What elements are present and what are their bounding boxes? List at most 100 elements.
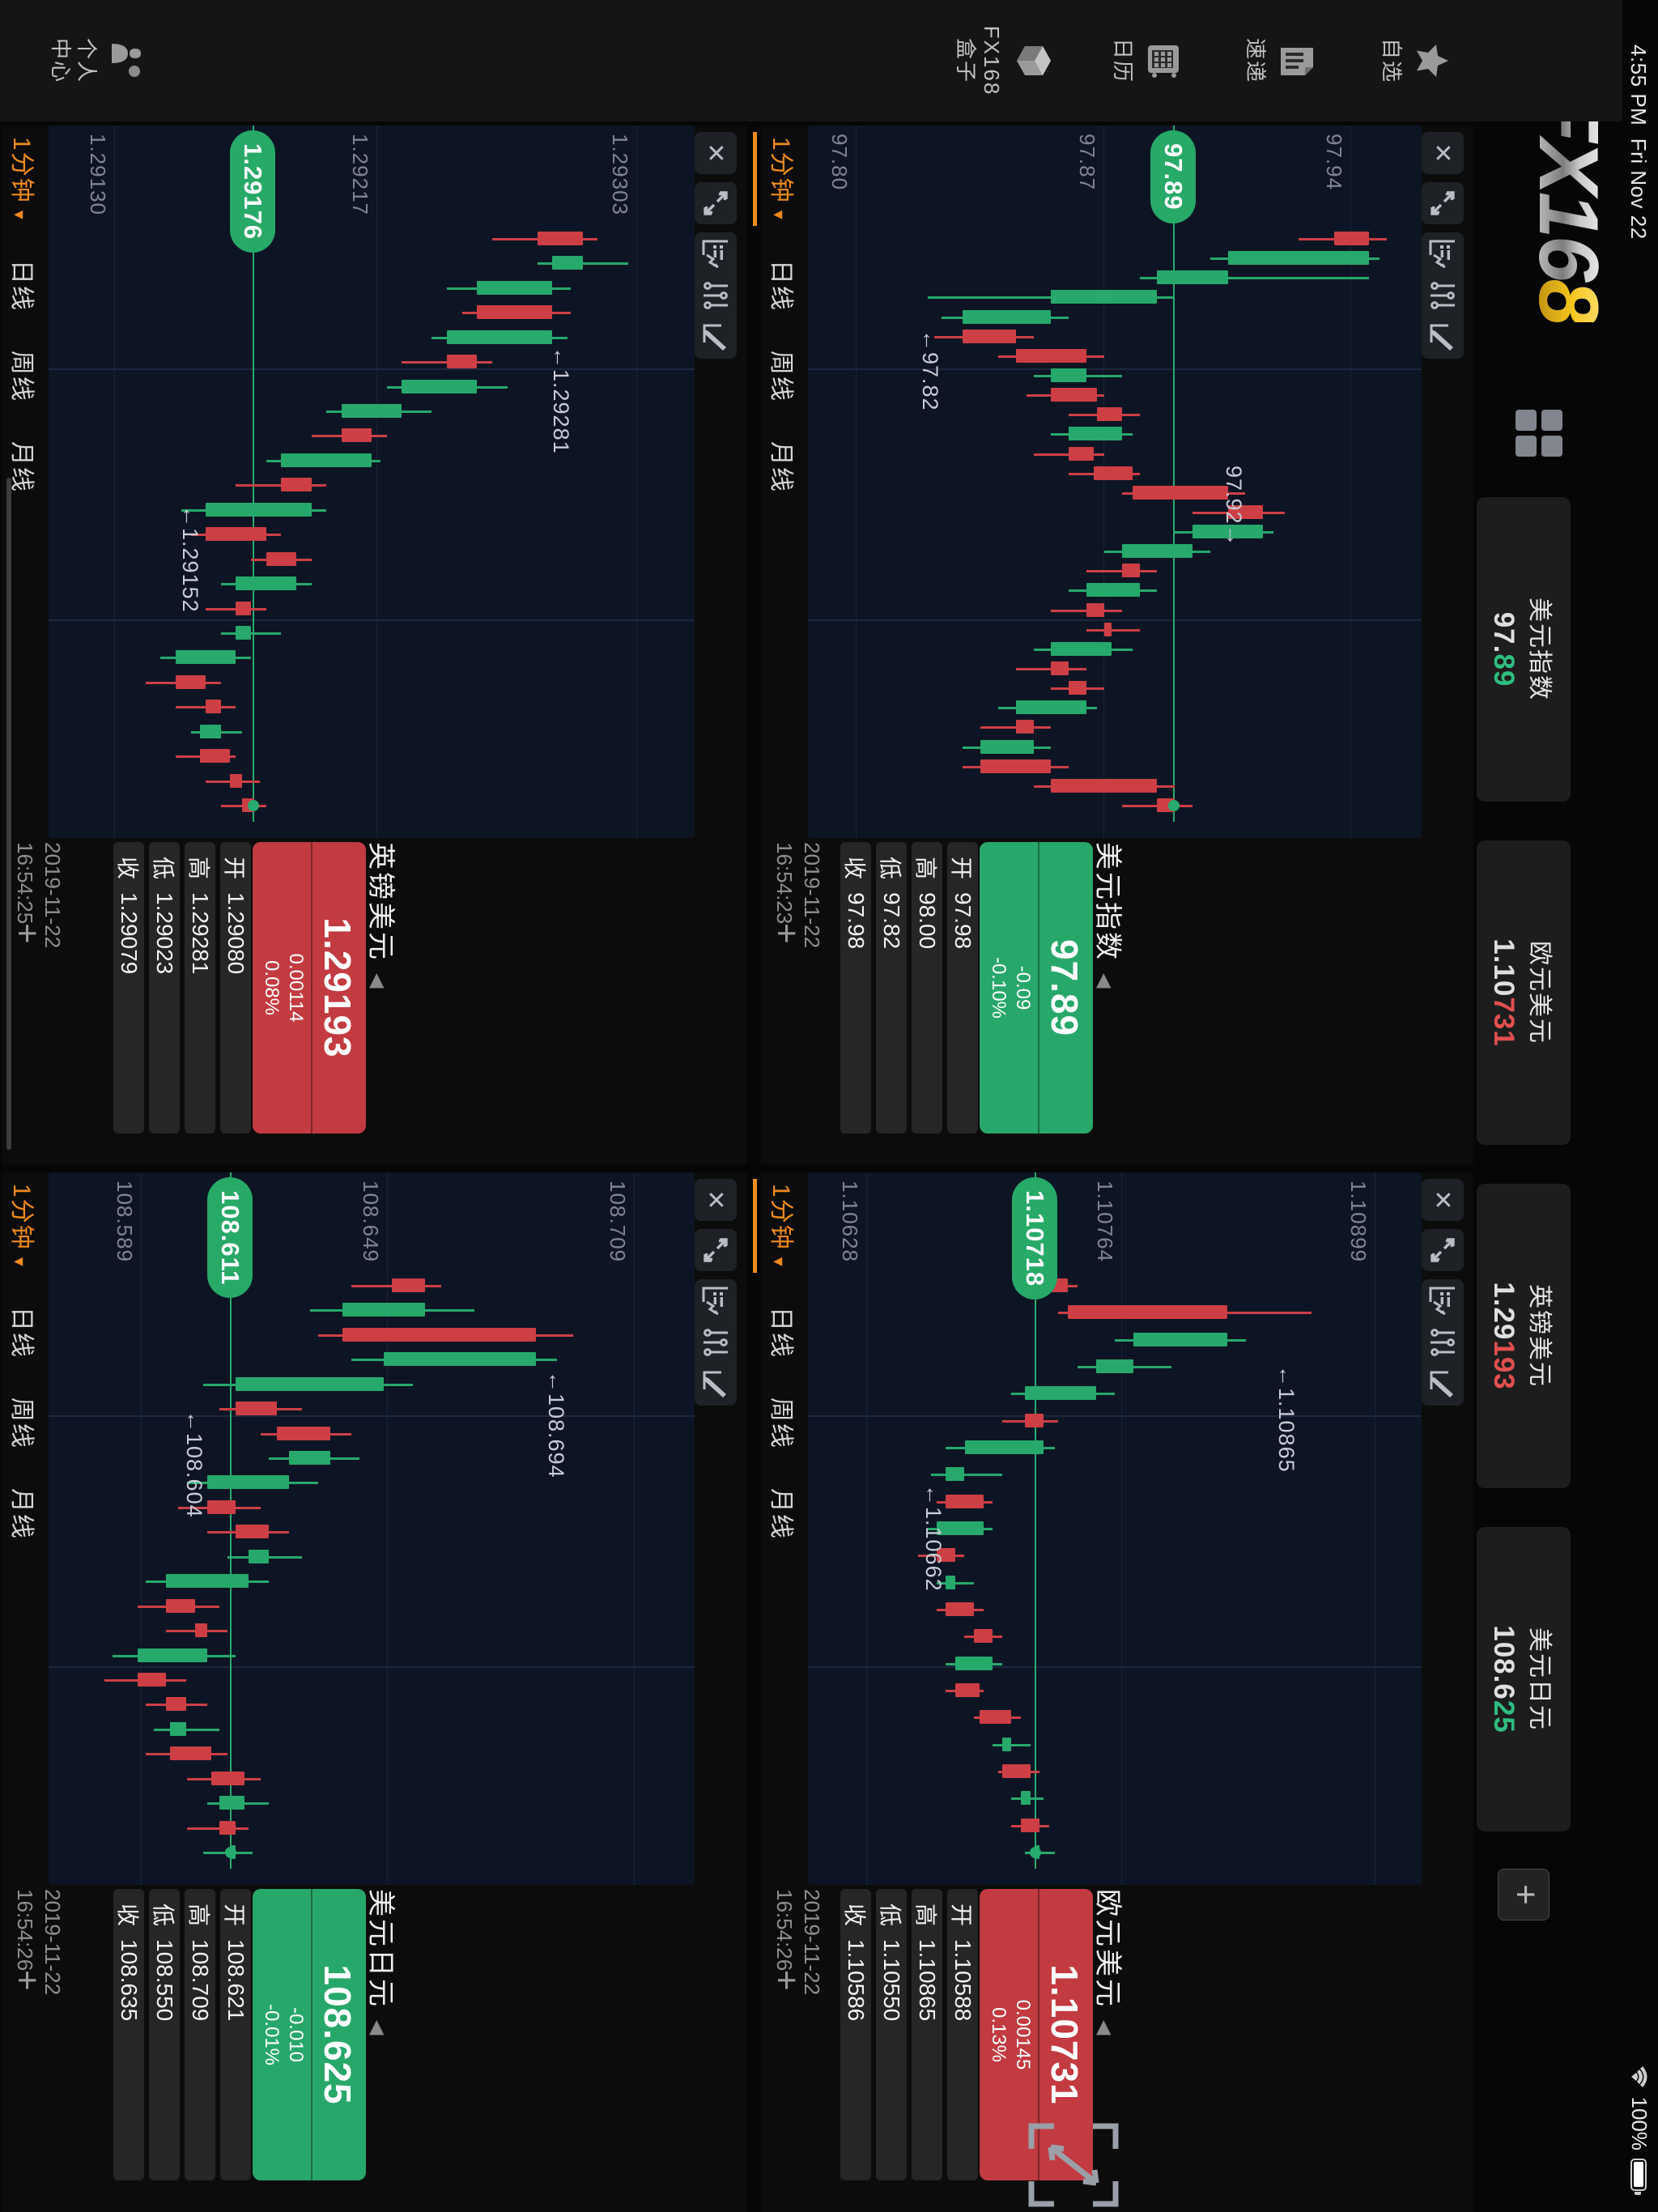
quote-timestamp: 2019-11-22 16:54:26 [13, 1889, 65, 1996]
candle [1051, 778, 1158, 793]
candle [219, 1820, 236, 1835]
panel-title[interactable]: 欧元美元◀ [1092, 1889, 1123, 2038]
period-tab-周线[interactable]: 周线 [767, 350, 794, 402]
indicator-icon[interactable] [1422, 1279, 1464, 1321]
candle [1121, 564, 1140, 578]
quote-value: 1.10550 [879, 1939, 904, 2022]
close-icon[interactable]: ✕ [695, 1179, 737, 1221]
tab-price: 108.625 [1488, 1625, 1520, 1733]
price-axis-label: 1.29130 [86, 134, 111, 215]
candle [1051, 368, 1087, 382]
sidebar-item-3[interactable]: 日历 [1110, 0, 1182, 121]
instrument-tab-3[interactable]: 英镑美元 1.29193 [1477, 1184, 1571, 1488]
candle [1051, 661, 1069, 676]
period-tab-1分钟[interactable]: 1分钟 ▾ [2, 1182, 47, 1270]
battery-percent: 100% [1627, 2096, 1652, 2151]
candlestick-chart[interactable]: 97.94 97.87 97.80 ←97.82 97.92→ 97.89 [808, 125, 1422, 838]
period-tab-日线[interactable]: 日线 [767, 259, 794, 312]
sidebar-item-5[interactable]: 个人 中心 [48, 0, 142, 121]
last-price-box: 1.29193 0.00114 0.08% [253, 842, 366, 1134]
sidebar-item-1[interactable]: 自选 [1379, 0, 1449, 121]
expand-icon[interactable] [695, 1229, 737, 1271]
settings-icon[interactable] [1422, 274, 1464, 317]
candlestick-chart[interactable]: 108.709 108.649 108.589 ←108.694 ←108.604 1… [49, 1172, 695, 1885]
price-axis-label: 1.29303 [607, 134, 632, 215]
instrument-tab-4[interactable]: 美元日元 108.625 [1477, 1527, 1571, 1831]
scroll-indicator[interactable] [6, 478, 11, 1150]
gridline [636, 125, 637, 838]
candlestick-chart[interactable]: 1.10899 1.10764 1.10628 ←1.10865 ←1.10662 1… [808, 1172, 1422, 1885]
quote-label: 低 [878, 857, 903, 880]
period-tab-周线[interactable]: 周线 [767, 1397, 794, 1449]
close-icon[interactable]: ✕ [1422, 1179, 1464, 1221]
period-tab-1分钟[interactable]: 1分钟 ▾ [2, 135, 47, 223]
period-toolbar: 1分钟 ▾ 日线周线月线 [761, 1182, 806, 1542]
period-tab-1分钟[interactable]: 1分钟 ▾ [761, 135, 806, 223]
user-icon [106, 0, 142, 121]
candlestick-chart[interactable]: 1.29303 1.29217 1.29130 ←1.29281 ←1.29152 1… [49, 125, 695, 838]
indicator-icon[interactable] [695, 232, 737, 274]
candle [210, 1771, 244, 1785]
period-tab-月线[interactable]: 月线 [8, 1487, 35, 1540]
layout-grid-icon[interactable] [1516, 410, 1562, 457]
expand-icon[interactable] [1422, 1229, 1464, 1271]
instrument-tab-1[interactable]: 美元指数 97.89 [1477, 497, 1571, 802]
panel-title[interactable]: 美元日元◀ [365, 1889, 396, 2038]
candle [199, 724, 221, 738]
period-tab-周线[interactable]: 周线 [8, 350, 35, 402]
draw-icon[interactable] [695, 1363, 737, 1406]
chart-panel-美元指数: ✕ 97.94 97.87 97.80 ←97.82 97.92→ 97.89 1分钟 … [761, 125, 1473, 1164]
instrument-tab-2[interactable]: 欧元美元 1.10731 [1477, 840, 1571, 1145]
price-axis-label: 97.80 [827, 134, 852, 191]
panel-title[interactable]: 英镑美元◀ [365, 842, 396, 991]
period-tab-日线[interactable]: 日线 [767, 1306, 794, 1359]
sidebar-item-4[interactable]: FX168 盒子 [953, 0, 1052, 121]
tab-name: 英镑美元 [1526, 1284, 1553, 1388]
tab-price: 1.10731 [1488, 938, 1520, 1047]
candle [980, 739, 1034, 754]
candle [402, 379, 478, 393]
period-tab-周线[interactable]: 周线 [8, 1397, 35, 1449]
candle [342, 1327, 537, 1342]
settings-icon[interactable] [695, 1321, 737, 1363]
candle [1068, 1305, 1228, 1320]
period-tab-月线[interactable]: 月线 [767, 1487, 794, 1540]
period-tab-日线[interactable]: 日线 [8, 259, 35, 312]
settings-icon[interactable] [1422, 1321, 1464, 1363]
draw-icon[interactable] [695, 317, 737, 359]
fullscreen-expand-icon[interactable] [1027, 2123, 1120, 2207]
draw-icon[interactable] [1422, 1363, 1464, 1406]
expand-icon[interactable] [1422, 182, 1464, 224]
quote-close-row: 收 1.10586 [840, 1889, 871, 2180]
panel-title[interactable]: 美元指数◀ [1092, 842, 1123, 991]
quote-timestamp: 2019-11-22 16:54:26 [772, 1889, 824, 1996]
candle [392, 1278, 426, 1292]
candle [137, 1648, 207, 1662]
candle [1021, 1791, 1031, 1806]
period-tab-1分钟[interactable]: 1分钟 ▾ [761, 1182, 806, 1270]
quote-label: 开 [949, 1904, 974, 1927]
settings-icon[interactable] [695, 274, 737, 317]
candle [963, 329, 1016, 343]
price-annotation: 97.92→ [1222, 466, 1247, 547]
draw-icon[interactable] [1422, 317, 1464, 359]
candle [166, 1697, 187, 1712]
indicator-icon[interactable] [695, 1279, 737, 1321]
tab-price: 97.89 [1488, 611, 1520, 687]
gridline [865, 1172, 867, 1885]
add-instrument-button[interactable]: + [1498, 1869, 1550, 1921]
chart-tools-group [1422, 1279, 1464, 1406]
chart-panel-欧元美元: ✕ 1.10899 1.10764 1.10628 ←1.10865 ←1.1066… [761, 1172, 1473, 2212]
close-icon[interactable]: ✕ [695, 132, 737, 174]
quote-close-row: 收 108.635 [113, 1889, 144, 2180]
close-icon[interactable]: ✕ [1422, 132, 1464, 174]
quote-column: 美元日元◀ 108.625 -0.010 -0.01% 开 108.621 高 108… [2, 1889, 746, 2211]
indicator-icon[interactable] [1422, 232, 1464, 274]
period-tab-月线[interactable]: 月线 [767, 440, 794, 493]
quote-label: 开 [949, 857, 974, 880]
expand-icon[interactable] [695, 182, 737, 224]
sidebar-item-2[interactable]: 速递 [1243, 0, 1315, 121]
quote-label: 低 [151, 857, 176, 880]
quote-value: 108.550 [152, 1939, 177, 2022]
period-tab-日线[interactable]: 日线 [8, 1306, 35, 1359]
